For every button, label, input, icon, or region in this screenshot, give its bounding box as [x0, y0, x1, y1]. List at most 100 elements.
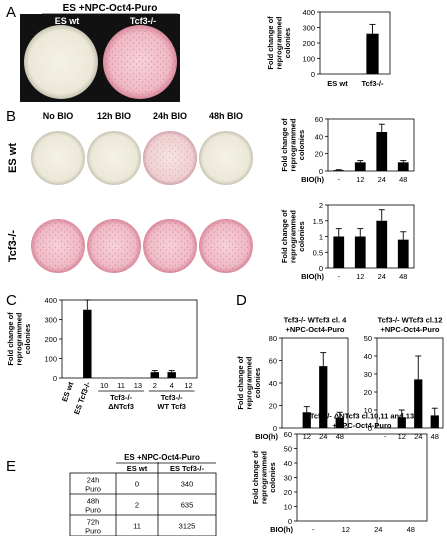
- d-cl12-ytick-label: 10: [364, 406, 372, 415]
- d-cl4-category-label: -: [289, 432, 292, 441]
- d-cl4-bar: [319, 366, 328, 428]
- b-ko-bar: [354, 236, 366, 268]
- b-wt-bar: [397, 162, 409, 171]
- d-cl4-title: +NPC-Oct4-Puro: [286, 325, 345, 334]
- d-cl4-bar: [302, 412, 311, 428]
- b-row-label-wt: ES wt: [7, 143, 19, 173]
- a-category-label: ES wt: [327, 79, 348, 88]
- a-ylabel: colonies: [283, 28, 292, 58]
- d-dn-title: Tcf3-/- ΔNTcf3 cl.10,11 and 13: [310, 412, 414, 421]
- d-cl4-category-label: 48: [336, 432, 344, 441]
- d-dn-category-label: 48: [407, 525, 415, 534]
- d-cl12-ytick-label: 40: [364, 352, 372, 361]
- d-cl12-bar: [430, 415, 439, 428]
- d-bar-chart-cl12: 0 10 20 30 40 50 - 12 24 48 Tcf3-/- WTcf3 cl.12+NP…: [364, 316, 444, 441]
- e-row-label: 72h: [87, 518, 100, 527]
- c-ytick-label: 0: [53, 374, 57, 383]
- c-category-label: 12: [184, 381, 192, 390]
- c-bar-chart: 0 100 200 300 400 Fold change of reprogrammed c…: [6, 296, 198, 416]
- e-cell: 2: [135, 501, 139, 510]
- d-dn-title: +NPC-Oct4-Puro: [333, 421, 392, 430]
- b-bar-chart-ko: 0 0.5 1 1.5 2 - 12 24 48 BIO(h) Fold change of repr…: [280, 201, 415, 281]
- c-category-label: 13: [134, 381, 142, 390]
- d-cl12-plot-frame: [376, 337, 444, 429]
- d-dn-ytick-label: 30: [284, 474, 292, 483]
- d-cl4-ytick-label: 20: [269, 402, 277, 411]
- e-header: ES +NPC-Oct4-Puro: [124, 453, 200, 462]
- a-dish-label-ko: Tcf3-/-: [130, 16, 156, 26]
- b-dish-ko-24-colonies: [143, 219, 197, 273]
- d-dn-ytick-label: 50: [284, 445, 292, 454]
- c-ylabel: Fold change of: [6, 312, 15, 366]
- a-bar: [366, 33, 379, 74]
- a-ytick-label: 0: [311, 70, 315, 79]
- d-cl4-category-label: 24: [319, 432, 327, 441]
- e-cell: 3125: [179, 522, 196, 531]
- d-cl12-category-label: -: [384, 432, 387, 441]
- b-ko-category-label: 12: [356, 272, 364, 281]
- d-cl12-ytick-label: 30: [364, 370, 372, 379]
- a-ytick-label: 300: [302, 24, 315, 33]
- c-ylabel: colonies: [23, 324, 32, 354]
- b-wt-xlabel: BIO(h): [301, 175, 324, 184]
- e-cell: 340: [181, 480, 194, 489]
- c-ylabel: reprogrammed: [15, 312, 24, 365]
- d-cl12-ytick-label: 20: [364, 388, 372, 397]
- b-ko-xlabel: BIO(h): [301, 272, 324, 281]
- c-ytick-label: 400: [44, 296, 57, 305]
- c-group-label: Tcf3-/-: [161, 393, 183, 402]
- b-wt-ytick-label: 0: [319, 167, 323, 176]
- c-group-label: ΔNTcf3: [108, 402, 134, 411]
- a-category-label: Tcf3-/-: [362, 79, 384, 88]
- d-cl12-ytick-label: 50: [364, 334, 372, 343]
- c-plot-frame: [61, 299, 198, 379]
- c-category-label: 2: [153, 381, 157, 390]
- b-wt-category-label: 48: [399, 175, 407, 184]
- d-bar-chart-cl4: 0 20 40 60 80 - 12 24 48 BIO(h) Fold change of repr…: [236, 316, 349, 441]
- d-cl4-ylabel: colonies: [253, 368, 262, 398]
- e-column-header: ES Tcf3-/-: [170, 464, 205, 473]
- b-dish-ko-0-colonies: [31, 219, 85, 273]
- e-row-label: Puro: [85, 527, 101, 536]
- e-row-label: 48h: [87, 497, 100, 506]
- b-wt-bar: [376, 132, 388, 171]
- b-col-label-1: 12h BIO: [97, 111, 131, 121]
- c-category-label: 4: [170, 381, 174, 390]
- c-group-label: WT Tcf3: [157, 402, 186, 411]
- d-cl12-category-label: 48: [431, 432, 439, 441]
- a-plot-frame: [319, 11, 391, 75]
- e-cell: 11: [133, 522, 141, 531]
- panel-label-e: E: [6, 458, 17, 475]
- a-dish-wt: [24, 25, 98, 99]
- d-dn-plot-frame: [296, 433, 428, 522]
- e-cell: 0: [135, 480, 139, 489]
- b-ko-ytick-label: 2: [319, 201, 323, 210]
- d-cl4-bar: [335, 417, 344, 428]
- c-group-label: Tcf3-/-: [110, 393, 132, 402]
- b-ko-ytick-label: 0: [319, 264, 323, 273]
- c-ytick-label: 100: [44, 355, 57, 364]
- b-wt-ylabel: reprogrammed: [289, 118, 298, 171]
- d-cl12-bar: [397, 417, 406, 428]
- b-dish-wt-24-colonies: [143, 131, 197, 185]
- b-ko-bar: [397, 239, 409, 268]
- b-ko-ylabel: reprogrammed: [289, 210, 298, 263]
- d-dn-xlabel: BIO(h): [270, 525, 293, 534]
- b-ko-bar: [333, 236, 345, 268]
- b-col-label-3: 48h BIO: [209, 111, 243, 121]
- a-dish-label-wt: ES wt: [55, 16, 80, 26]
- panel-label-d: D: [236, 292, 247, 309]
- a-bar-chart: 0 100 200 300 400 ES wt Tcf3-/- Fold change of r…: [266, 8, 391, 88]
- b-ko-ytick-label: 1.5: [313, 217, 323, 226]
- b-ko-category-label: -: [338, 272, 341, 281]
- c-category-label: 10: [100, 381, 108, 390]
- a-ylabel: reprogrammed: [275, 16, 284, 69]
- b-wt-ytick-label: 20: [315, 150, 323, 159]
- b-row-label-ko: Tcf3-/-: [7, 230, 19, 263]
- b-wt-ylabel: colonies: [297, 130, 306, 160]
- c-category-label: ES Tcf3-/-: [72, 380, 92, 416]
- b-wt-ytick-label: 60: [315, 115, 323, 124]
